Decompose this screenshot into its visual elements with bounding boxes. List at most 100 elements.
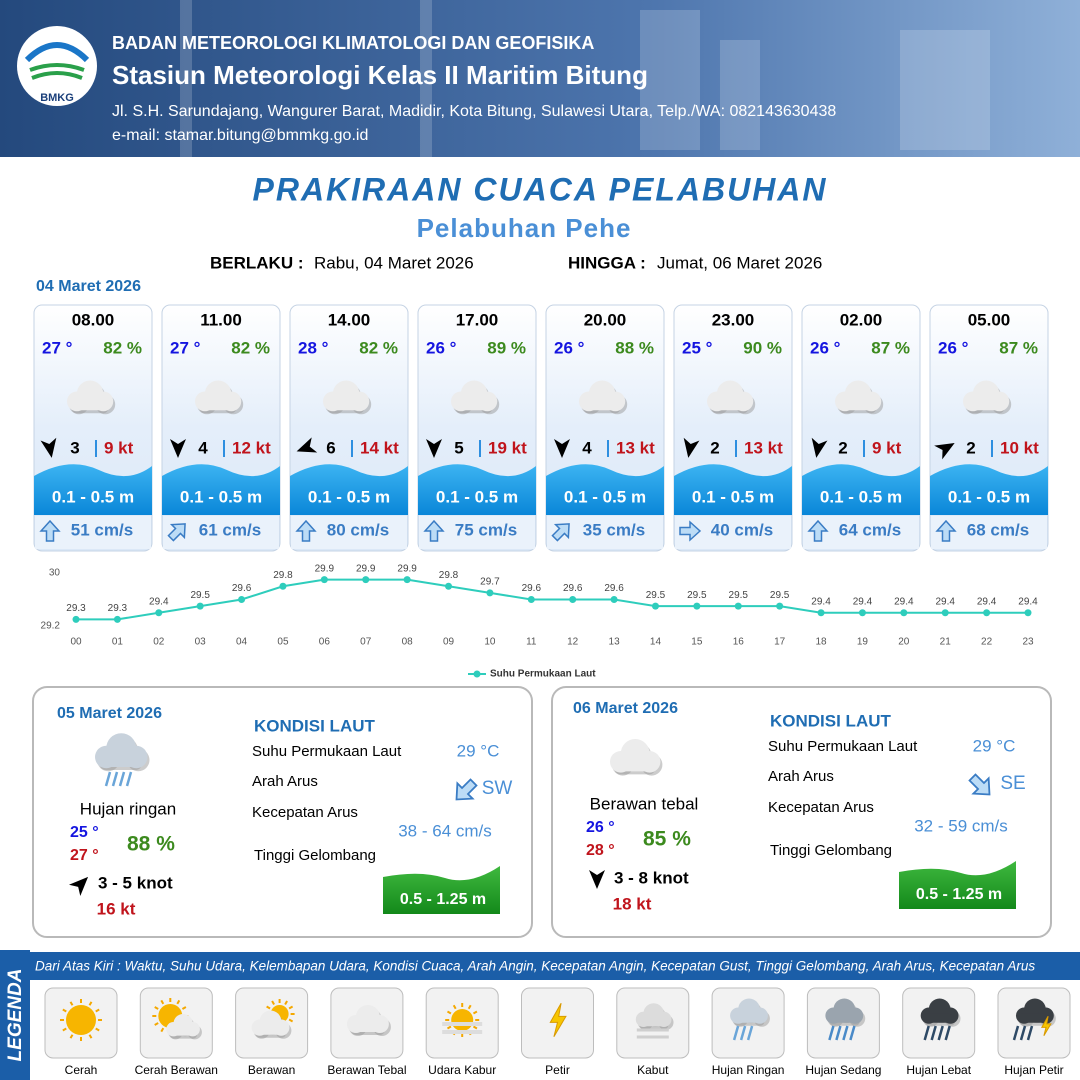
sst-point <box>858 609 866 617</box>
x-tick-label: 04 <box>236 637 248 648</box>
rain-drop <box>1019 1025 1027 1041</box>
sun-ray <box>154 1022 159 1026</box>
condition: Hujan ringan <box>80 799 176 818</box>
current-dir-label: Arah Arus <box>768 768 834 785</box>
temperature: 27 ° <box>170 338 201 357</box>
legend-item: Berawan Tebal <box>327 1063 406 1077</box>
sst-point <box>72 615 80 623</box>
station-name: Stasiun Meteorologi Kelas II Maritim Bit… <box>112 60 648 90</box>
cloud-icon <box>166 1014 202 1040</box>
wave-band <box>546 464 664 515</box>
x-tick-label: 12 <box>567 637 579 648</box>
wind-arrow <box>589 870 605 889</box>
rain-drop <box>842 1025 849 1041</box>
data-label: 29.6 <box>563 583 583 594</box>
data-label: 29.4 <box>149 596 169 607</box>
humidity: 88 % <box>615 338 654 357</box>
data-label: 29.6 <box>522 583 542 594</box>
wave-band <box>162 464 280 515</box>
time: 14.00 <box>328 310 371 329</box>
wind-arrow <box>811 437 828 458</box>
logo-arc <box>24 42 90 63</box>
data-label: 29.4 <box>894 596 914 607</box>
humidity: 82 % <box>103 338 142 357</box>
gust: 12 kt <box>232 438 271 457</box>
current-row <box>803 516 919 549</box>
current-speed: 32 - 59 cm/s <box>914 816 1008 835</box>
current-arrow <box>551 523 570 542</box>
rain-drop <box>944 1025 951 1041</box>
sst-point <box>776 602 784 610</box>
current-row <box>419 516 535 549</box>
wind-speed: 5 <box>454 438 463 457</box>
cloud-icon <box>920 998 961 1027</box>
sst-point <box>486 589 494 597</box>
data-label: 29.5 <box>646 590 666 601</box>
current-arrow <box>807 519 829 542</box>
rain-drop <box>930 1025 937 1041</box>
sun-ray <box>69 1001 74 1006</box>
gust: 18 kt <box>613 894 652 913</box>
current-speed: 64 cm/s <box>839 520 901 539</box>
wind-arrow <box>296 437 318 453</box>
data-label: 29.4 <box>853 596 873 607</box>
temperature: 26 ° <box>554 338 585 357</box>
sst-point <box>651 602 659 610</box>
wind-speed: 2 <box>710 438 719 457</box>
sst-label: Suhu Permukaan Laut <box>768 738 918 755</box>
x-tick-label: 21 <box>940 637 952 648</box>
time: 23.00 <box>712 310 755 329</box>
x-tick-label: 15 <box>691 637 703 648</box>
current-arrow <box>455 778 478 801</box>
x-tick-label: 09 <box>443 637 455 648</box>
sun-ray <box>95 1027 100 1032</box>
gust: 13 kt <box>744 438 783 457</box>
sst-point <box>693 602 701 610</box>
header-bg <box>0 0 1080 157</box>
data-label: 29.4 <box>977 596 997 607</box>
wave-band <box>802 464 920 515</box>
sst-point <box>445 582 453 590</box>
x-tick-label: 11 <box>526 637 537 648</box>
x-tick-label: 03 <box>195 637 207 648</box>
data-label: 29.6 <box>232 583 252 594</box>
wave-band <box>418 464 536 515</box>
wind-arrow <box>68 876 89 897</box>
sst: 29 °C <box>457 741 500 760</box>
cloud-part <box>965 399 1003 411</box>
sun-ray <box>154 1006 159 1010</box>
valid-label: BERLAKU : <box>210 253 304 272</box>
forecast-date: 04 Maret 2026 <box>36 278 141 295</box>
humidity: 82 % <box>359 338 398 357</box>
day-date: 05 Maret 2026 <box>57 705 162 722</box>
sst-point <box>113 615 121 623</box>
wind-speed: 6 <box>326 438 335 457</box>
cloud-icon <box>251 1010 292 1039</box>
data-label: 29.4 <box>1018 596 1038 607</box>
sst-point <box>941 609 949 617</box>
gust: 13 kt <box>616 438 655 457</box>
temperature: 26 ° <box>426 338 457 357</box>
data-label: 29.8 <box>439 570 459 581</box>
valid-to: Jumat, 06 Maret 2026 <box>657 253 822 272</box>
current-speed: 80 cm/s <box>327 520 389 539</box>
cloud-icon <box>95 733 150 772</box>
rain-drop <box>104 771 112 787</box>
cloud-part <box>197 399 235 411</box>
legend-item: Cerah Berawan <box>135 1063 218 1077</box>
valid-from: Rabu, 04 Maret 2026 <box>314 253 474 272</box>
time: 08.00 <box>72 310 115 329</box>
day-date: 06 Maret 2026 <box>573 700 678 717</box>
current-speed: 35 cm/s <box>583 520 645 539</box>
rain-drop <box>125 771 133 787</box>
org-name: BADAN METEOROLOGI KLIMATOLOGI DAN GEOFIS… <box>112 33 594 53</box>
sun-ray <box>176 999 181 1005</box>
sun-ray <box>452 1004 457 1010</box>
cloud-icon <box>346 1005 391 1036</box>
rain-drop <box>118 771 126 787</box>
wave-height: 0.1 - 0.5 m <box>436 487 518 506</box>
sun <box>451 1009 474 1031</box>
current-dir: SE <box>1000 773 1025 794</box>
wind-speed: 4 <box>582 438 592 457</box>
x-tick-label: 07 <box>360 637 372 648</box>
